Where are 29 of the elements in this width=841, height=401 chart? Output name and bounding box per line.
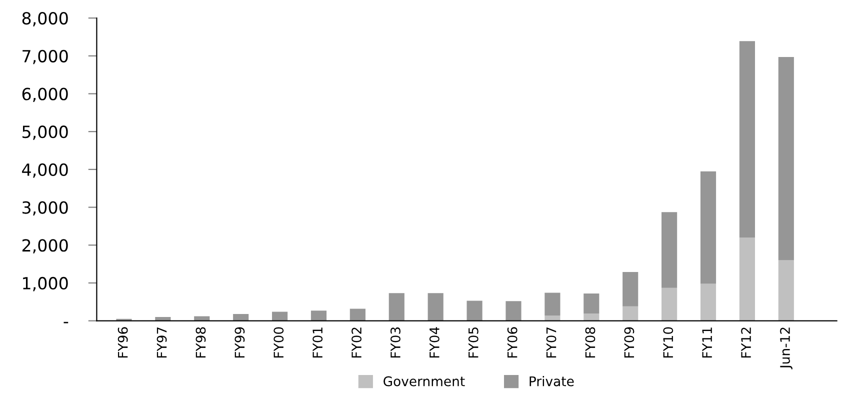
x-tick-label: Jun-12 <box>780 328 792 370</box>
x-tick-label: FY07 <box>546 327 556 358</box>
x-tick-label: FY11 <box>702 328 712 358</box>
y-tick-label: 3,000 <box>22 201 68 216</box>
x-tick-label: FY01 <box>312 328 323 358</box>
x-tick-label: FY98 <box>196 327 206 358</box>
x-tick-label: FY00 <box>274 327 284 358</box>
x-tick-label: FY02 <box>352 328 362 358</box>
x-tick-label: FY04 <box>429 327 440 358</box>
x-tick-label: FY09 <box>624 327 634 358</box>
y-tick-label: 8,000 <box>22 12 68 26</box>
y-tick-label: 6,000 <box>22 88 68 102</box>
y-tick-label: 4,000 <box>22 163 68 178</box>
y-tick-label: 1,000 <box>23 276 68 292</box>
y-tick-label: 5,000 <box>22 126 68 140</box>
x-tick-label: FY97 <box>156 327 167 358</box>
x-tick-label: FY99 <box>234 327 245 358</box>
x-tick-label: FY05 <box>468 328 478 358</box>
legend-label: Private <box>530 376 574 386</box>
x-tick-label: FY12 <box>741 328 751 358</box>
y-tick-label: 2,000 <box>22 239 68 254</box>
x-tick-label: FY06 <box>507 327 518 358</box>
y-tick-label: 7,000 <box>22 50 68 64</box>
x-tick-label: FY96 <box>118 327 128 358</box>
x-tick-label: FY03 <box>390 327 400 358</box>
legend-label: Government <box>384 376 465 386</box>
x-tick-label: FY10 <box>663 327 674 358</box>
x-tick-label: FY08 <box>585 327 596 358</box>
y-tick-label: - <box>64 322 68 324</box>
